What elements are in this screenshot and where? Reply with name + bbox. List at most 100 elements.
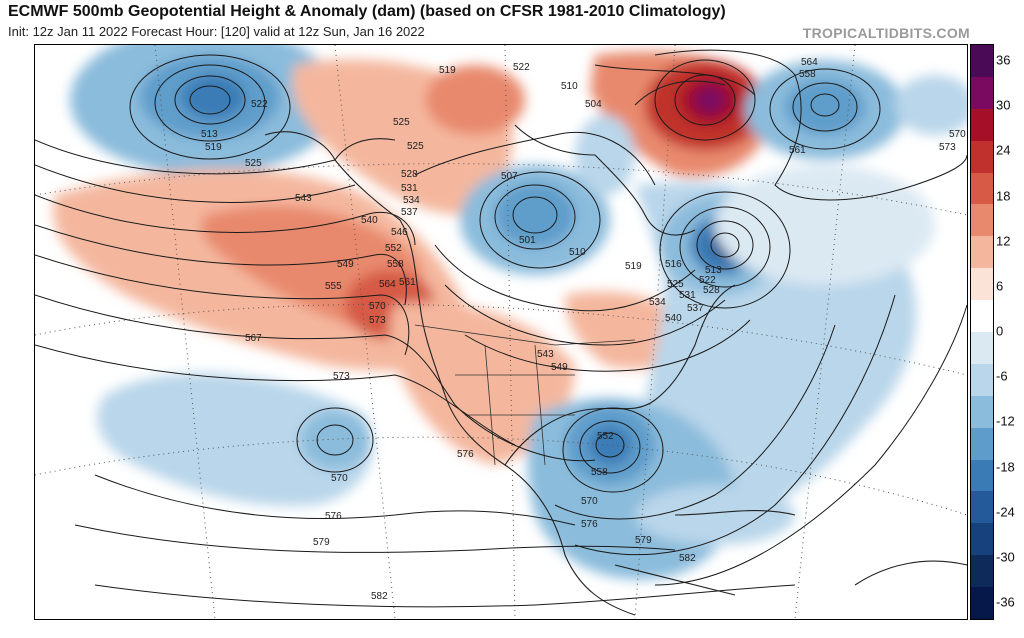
colorbar-swatch (971, 236, 993, 269)
contour-label: 576 (325, 511, 342, 522)
contour-label: 540 (361, 215, 378, 226)
colorbar-tick-label: 0 (996, 323, 1004, 339)
contour-label: 558 (591, 467, 608, 478)
contour-label: 543 (537, 349, 554, 360)
contour-labels: 513 519 522 525 519 522 510 504 564 558 … (201, 57, 966, 602)
graticule (35, 45, 967, 619)
colorbar-swatch (971, 332, 993, 365)
contour-label: 531 (401, 183, 418, 194)
anomaly-shading (53, 45, 967, 580)
contour-label: 570 (369, 301, 386, 312)
contour-label: 528 (401, 169, 418, 180)
contour-label: 552 (385, 243, 402, 254)
colorbar-swatch (971, 108, 993, 142)
colorbar-swatch (971, 491, 993, 524)
contour-label: 513 (201, 129, 218, 140)
colorbar-swatch (971, 300, 993, 333)
colorbar-tick-label: -24 (996, 504, 1015, 520)
colorbar-swatch (971, 363, 993, 397)
contour-label: 576 (581, 519, 598, 530)
contour-label: 525 (245, 158, 262, 169)
colorbar-tick-label: -18 (996, 459, 1015, 474)
colorbar-swatch (971, 204, 993, 237)
map-svg: 513 519 522 525 519 522 510 504 564 558 … (35, 45, 967, 619)
contour-label: 579 (635, 535, 652, 546)
contour-label: 576 (457, 449, 474, 460)
contour-label: 519 (439, 65, 456, 76)
colorbar-tick-label: 18 (996, 188, 1011, 203)
contour-label: 537 (687, 303, 704, 314)
contour-label: 549 (337, 259, 354, 270)
colorbar-tick-label: -36 (996, 594, 1015, 610)
coastlines (264, 80, 967, 616)
chart-subtitle: Init: 12z Jan 11 2022 Forecast Hour: [12… (8, 24, 425, 39)
height-contours (35, 49, 967, 608)
contour-label: 564 (801, 57, 818, 68)
colorbar-tick-label: 24 (996, 142, 1011, 158)
contour-label: 555 (325, 281, 342, 292)
site-credit: TROPICALTIDBITS.COM (802, 25, 970, 41)
contour-label: 558 (799, 69, 816, 80)
contour-label: 519 (625, 261, 642, 272)
borders (414, 324, 636, 466)
colorbar-tick-label: 6 (996, 278, 1004, 294)
map-panel: 513 519 522 525 519 522 510 504 564 558 … (34, 44, 968, 620)
contour-label: 504 (585, 99, 602, 110)
contour-label: 528 (703, 285, 720, 296)
contour-label: 531 (679, 290, 696, 301)
contour-label: 519 (205, 142, 222, 153)
contour-label: 525 (393, 117, 410, 128)
colorbar-tick-label: 12 (996, 233, 1011, 249)
colorbar-ticks: 36 30 24 18 12 6 0 -6 -12 -18 -24 -30 -36 (996, 44, 1024, 618)
colorbar-tick-label: 30 (996, 97, 1011, 113)
colorbar-swatch (971, 45, 993, 78)
anomaly-subtropical-low (97, 373, 373, 506)
contour-label: 570 (949, 129, 966, 140)
colorbar-swatch (971, 427, 993, 461)
contour-label: 570 (581, 496, 598, 507)
contour-label: 549 (551, 362, 568, 373)
chart-title: ECMWF 500mb Geopotential Height & Anomal… (8, 3, 726, 20)
contour-label: 534 (403, 195, 420, 206)
contour-label: 513 (705, 265, 722, 276)
colorbar-swatch (971, 172, 993, 205)
contour-label: 561 (399, 277, 416, 288)
contour-label: 543 (295, 193, 312, 204)
contour-label: 507 (501, 171, 518, 182)
contour-label: 525 (667, 279, 684, 290)
contour-label: 573 (369, 315, 386, 326)
contour-label: 546 (391, 227, 408, 238)
colorbar-tick-label: -30 (996, 549, 1015, 565)
contour-label: 516 (665, 259, 682, 270)
contour-label: 582 (371, 591, 388, 602)
colorbar-swatch (971, 555, 993, 588)
contour-label: 567 (245, 333, 262, 344)
contour-label: 561 (789, 145, 806, 156)
contour-label: 510 (561, 81, 578, 92)
colorbar-swatch (971, 76, 993, 110)
contour-label: 510 (569, 247, 586, 258)
contour-label: 534 (649, 297, 666, 308)
colorbar-tick-label: -6 (996, 368, 1008, 384)
contour-label: 564 (379, 279, 396, 290)
contour-label: 522 (251, 99, 268, 110)
colorbar-tick-label: 36 (996, 52, 1011, 68)
contour-label: 558 (387, 259, 404, 270)
contour-label: 537 (401, 207, 418, 218)
colorbar-swatch (971, 395, 993, 429)
colorbar-swatch (971, 459, 993, 492)
contour-label: 522 (699, 275, 716, 286)
colorbar-swatch (971, 140, 993, 174)
colorbar-swatch (971, 587, 993, 620)
contour-label: 501 (519, 235, 536, 246)
contour-label: 573 (333, 371, 350, 382)
contour-label: 582 (679, 553, 696, 564)
contour-label: 552 (597, 431, 614, 442)
contour-label: 573 (939, 142, 956, 153)
colorbar-swatch (971, 268, 993, 301)
colorbar (970, 44, 994, 620)
contour-label: 525 (407, 141, 424, 152)
contour-label: 570 (331, 473, 348, 484)
contour-label: 522 (513, 62, 530, 73)
contour-label: 540 (665, 313, 682, 324)
